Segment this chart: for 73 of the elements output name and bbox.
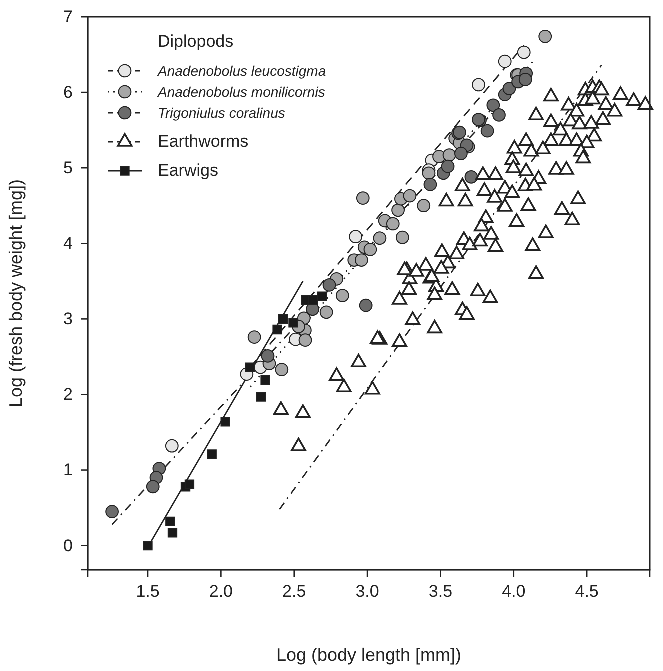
point — [502, 82, 516, 96]
point — [472, 78, 486, 92]
point — [245, 362, 256, 372]
point — [336, 289, 350, 302]
y-tick-label: 0 — [64, 536, 73, 556]
point — [480, 124, 494, 138]
point — [386, 217, 400, 231]
point — [464, 170, 478, 184]
point — [220, 417, 230, 427]
point — [392, 204, 405, 218]
point — [261, 350, 275, 363]
y-tick-label: 1 — [64, 460, 73, 480]
y-tick-label: 2 — [64, 385, 73, 404]
x-tick-label: 3.0 — [356, 582, 380, 602]
point — [288, 318, 298, 328]
point — [424, 178, 438, 192]
x-axis-title: Log (body length [mm]) — [276, 645, 462, 665]
y-tick-label: 7 — [64, 7, 73, 26]
legend-title: Diplopods — [158, 32, 234, 51]
x-tick-label: 4.0 — [502, 582, 526, 602]
point — [278, 314, 288, 324]
point — [322, 278, 336, 292]
point — [417, 199, 431, 213]
point — [256, 392, 266, 402]
point — [492, 108, 506, 122]
legend-label: Anadenobolus leucostigma — [157, 63, 326, 79]
point — [272, 324, 282, 335]
point — [308, 295, 318, 306]
point — [165, 439, 179, 453]
point — [317, 292, 327, 302]
point — [442, 148, 456, 162]
y-tick-label: 4 — [64, 234, 73, 254]
point — [364, 243, 378, 256]
point — [498, 54, 512, 68]
point — [422, 166, 436, 180]
point — [184, 480, 195, 490]
point — [538, 30, 552, 44]
point — [349, 230, 363, 244]
point — [146, 480, 160, 494]
point — [441, 160, 455, 174]
y-axis-title: Log (fresh body weight [mg]) — [6, 179, 26, 408]
legend-label: Trigoniulus coralinus — [158, 105, 286, 121]
point — [320, 306, 334, 320]
legend-label: Earwigs — [158, 161, 218, 180]
point — [355, 254, 368, 267]
point — [359, 298, 373, 312]
point — [373, 232, 387, 246]
point — [166, 516, 176, 526]
x-tick-label: 4.5 — [575, 582, 599, 602]
point — [454, 147, 468, 160]
point — [260, 376, 270, 386]
point — [403, 189, 417, 203]
x-tick-label: 3.5 — [428, 582, 453, 602]
point — [517, 46, 531, 60]
point — [143, 540, 153, 551]
legend-label: Earthworms — [158, 132, 249, 151]
point — [298, 334, 312, 348]
x-tick-label: 2.0 — [209, 582, 234, 602]
legend-label: Anadenobolus monilicornis — [157, 84, 326, 100]
point — [106, 505, 119, 518]
point — [248, 330, 262, 344]
point — [356, 192, 370, 205]
y-tick-label: 3 — [64, 310, 73, 329]
x-tick-label: 1.5 — [136, 582, 160, 602]
point — [168, 528, 178, 538]
point — [207, 450, 217, 460]
y-tick-label: 6 — [64, 82, 73, 102]
point — [396, 230, 410, 244]
x-tick-label: 2.5 — [282, 582, 306, 602]
point — [518, 73, 532, 86]
point — [275, 363, 289, 376]
point — [486, 98, 500, 112]
y-tick-label: 5 — [64, 158, 73, 178]
